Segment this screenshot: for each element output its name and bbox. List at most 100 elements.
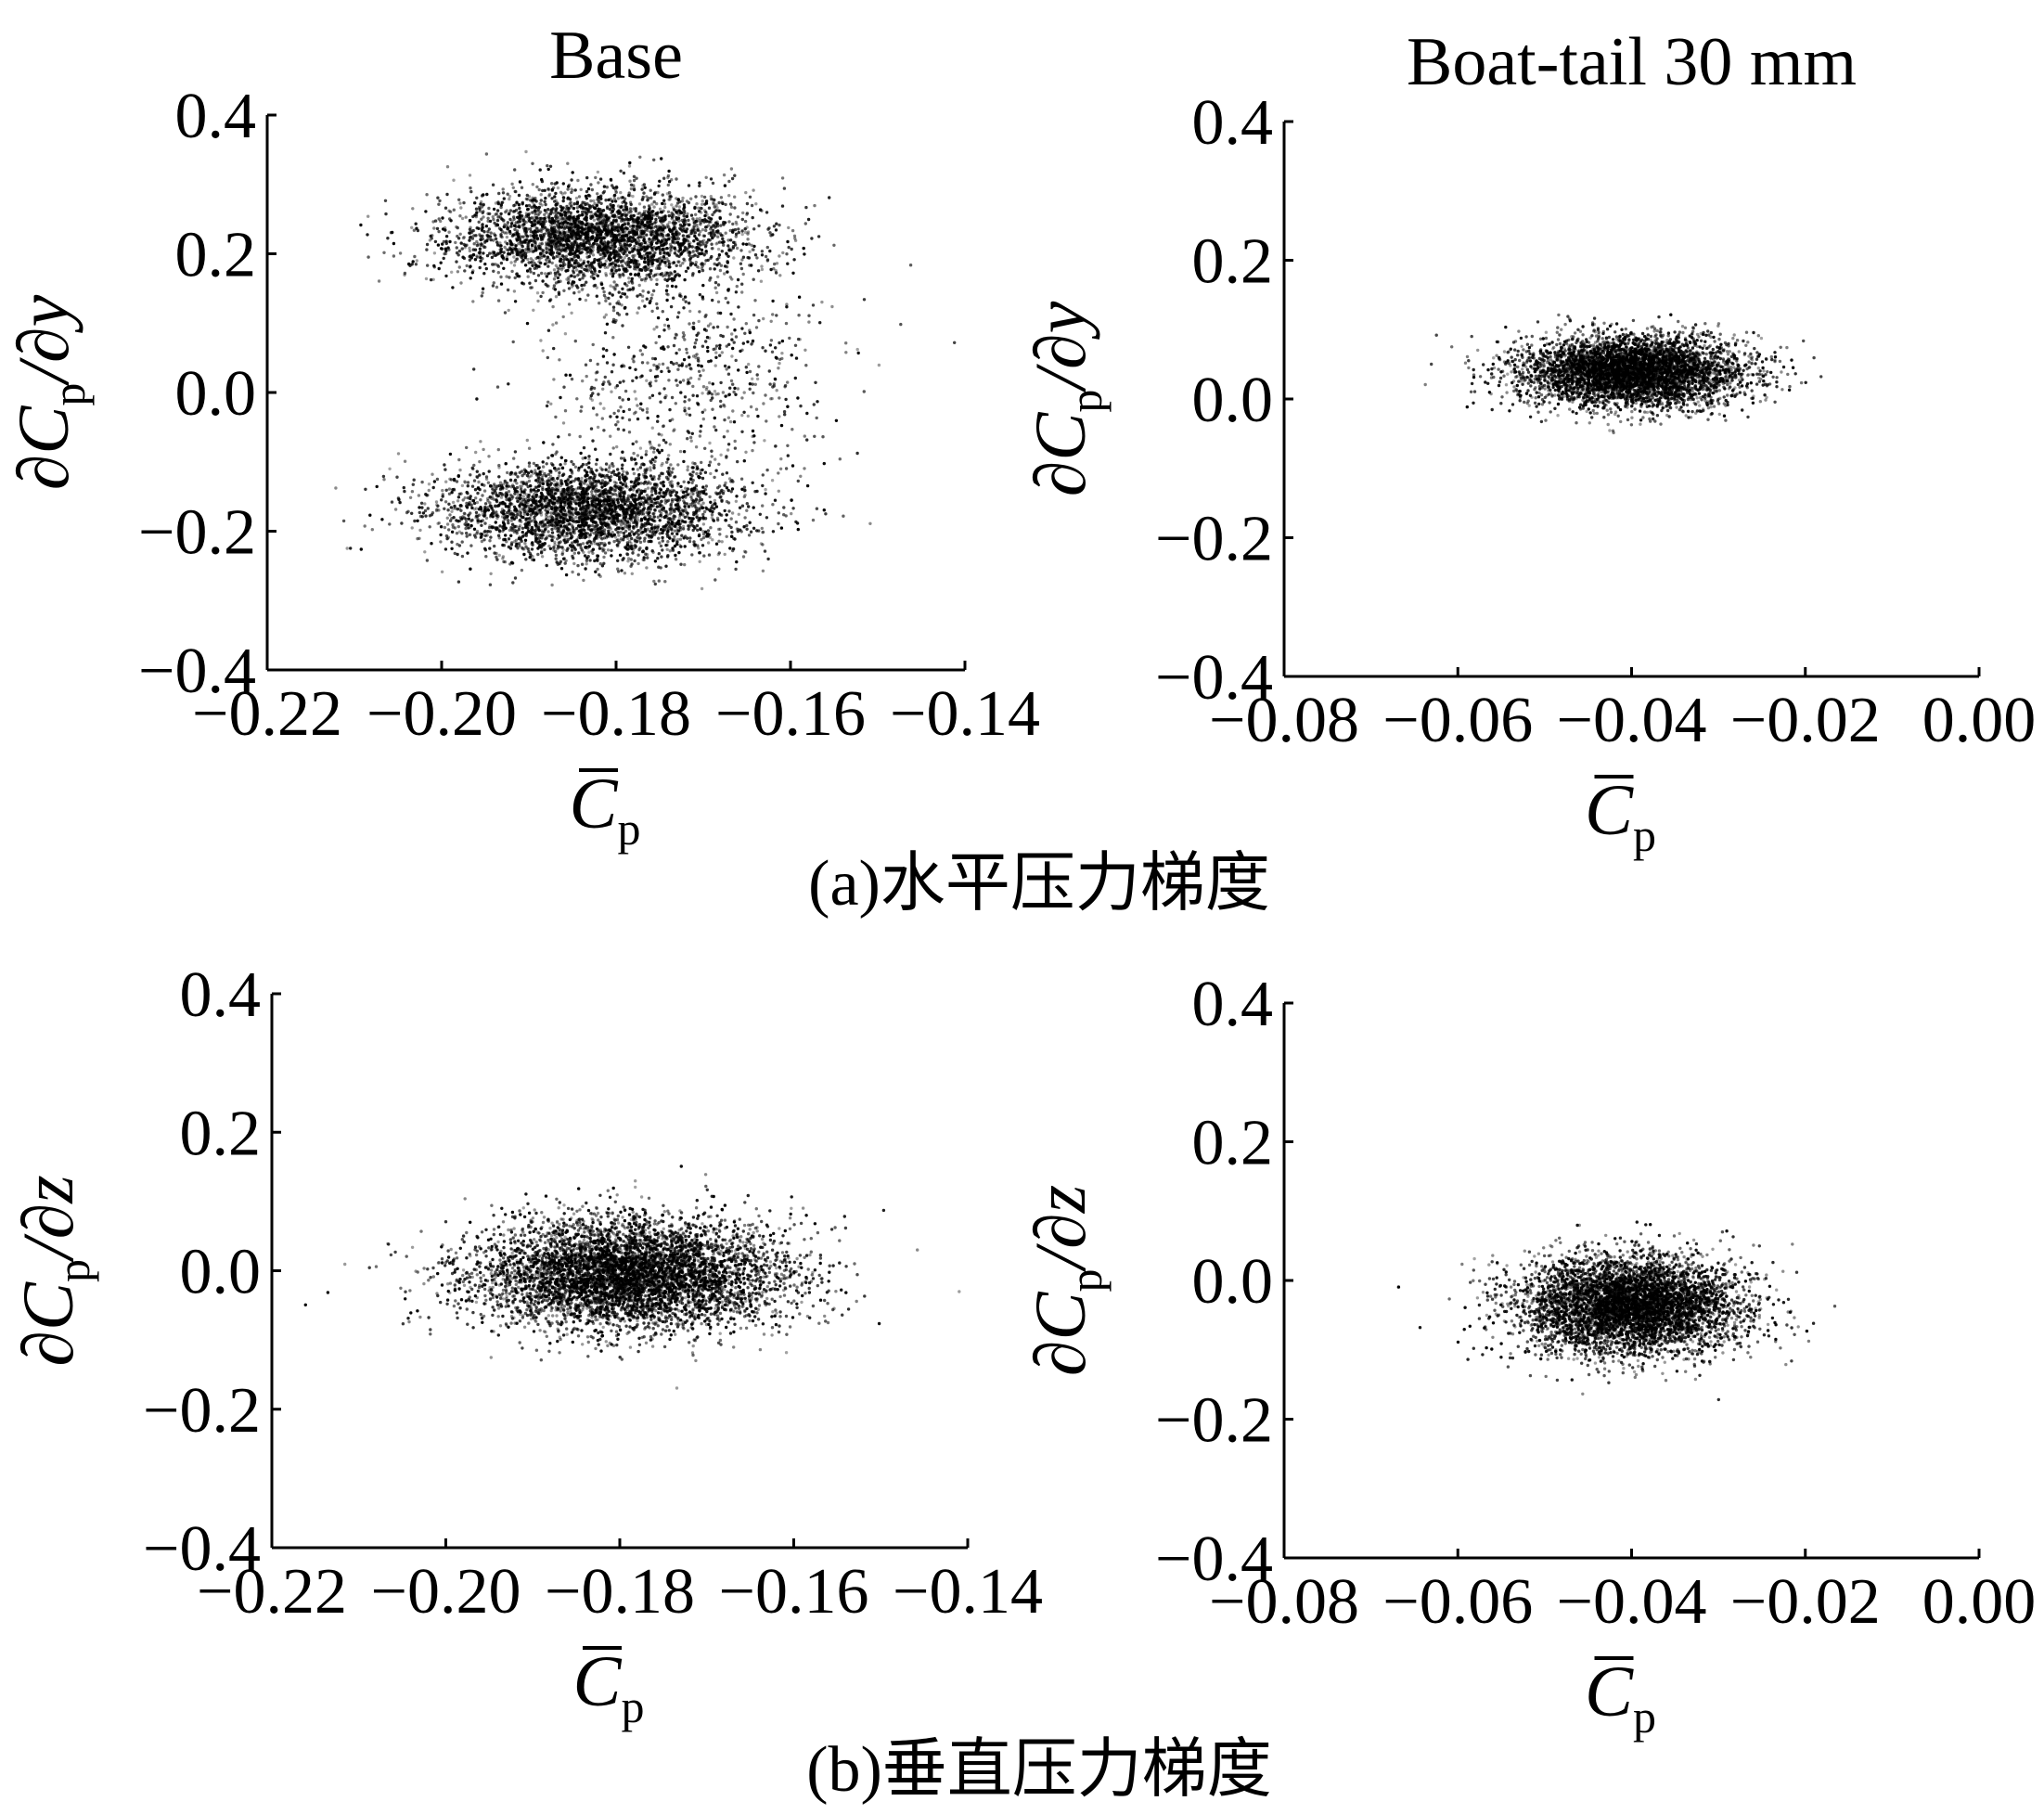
- scatter-point: [635, 176, 638, 180]
- scatter-point: [455, 246, 458, 250]
- scatter-point: [566, 161, 570, 165]
- scatter-point: [598, 177, 603, 181]
- scatter-point: [489, 231, 493, 235]
- scatter-point: [457, 265, 461, 269]
- scatter-point: [630, 572, 634, 575]
- scatter-point: [748, 250, 752, 253]
- scatter-point: [583, 283, 586, 287]
- scatter-point: [610, 268, 614, 272]
- scatter-point: [542, 216, 546, 221]
- scatter-point: [614, 269, 618, 273]
- scatter-point: [515, 231, 519, 235]
- scatter-point: [688, 536, 692, 540]
- scatter-point: [508, 194, 512, 199]
- scatter-point: [534, 215, 538, 220]
- scatter-point: [735, 222, 739, 226]
- scatter-point: [741, 211, 745, 215]
- scatter-point: [608, 302, 612, 306]
- scatter-point: [649, 272, 652, 276]
- scatter-point: [595, 469, 598, 472]
- scatter-point: [495, 209, 500, 212]
- scatter-point: [532, 461, 536, 466]
- scatter-point: [482, 203, 485, 207]
- scatter-point: [582, 273, 585, 277]
- scatter-point: [529, 270, 533, 274]
- scatter-point: [541, 251, 545, 255]
- scatter-point: [521, 495, 525, 498]
- scatter-point: [758, 208, 763, 212]
- scatter-point: [649, 296, 653, 301]
- scatter-point: [549, 511, 553, 515]
- scatter-point: [745, 212, 750, 215]
- scatter-point: [428, 514, 432, 518]
- scatter-point: [364, 487, 367, 491]
- scatter-point: [682, 249, 687, 252]
- scatter-point: [540, 179, 545, 184]
- scatter-point: [682, 257, 686, 261]
- scatter-point: [495, 218, 500, 223]
- scatter-point: [544, 202, 547, 207]
- scatter-point: [488, 583, 493, 586]
- scatter-point: [478, 247, 482, 251]
- scatter-point: [787, 225, 791, 230]
- scatter-point: [657, 245, 661, 250]
- scatter-point: [511, 522, 515, 526]
- scatter-point: [658, 225, 662, 228]
- scatter-point: [570, 264, 573, 267]
- scatter-point: [533, 278, 538, 283]
- scatter-point: [612, 256, 617, 260]
- scatter-point: [611, 238, 614, 242]
- scatter-point: [517, 203, 521, 207]
- scatter-point: [636, 272, 641, 276]
- scatter-point: [482, 215, 485, 219]
- scatter-point: [457, 249, 462, 253]
- scatter-point: [572, 291, 576, 295]
- scatter-point: [487, 227, 491, 231]
- scatter-point: [640, 299, 645, 302]
- scatter-point: [675, 204, 678, 208]
- scatter-point: [660, 228, 664, 232]
- scatter-point: [782, 187, 787, 190]
- scatter-point: [720, 540, 724, 544]
- scatter-point: [441, 216, 444, 220]
- scatter-point: [512, 289, 517, 293]
- scatter-point: [649, 268, 653, 273]
- scatter-point: [556, 215, 560, 219]
- scatter-point: [366, 233, 369, 237]
- scatter-point: [556, 201, 559, 205]
- scatter-point: [778, 223, 781, 227]
- scatter-point: [587, 194, 591, 198]
- scatter-point: [516, 475, 520, 479]
- scatter-point: [471, 248, 475, 251]
- scatter-point: [752, 227, 756, 231]
- scatter-point: [439, 525, 444, 529]
- scatter-point: [700, 206, 703, 211]
- scatter-point: [730, 277, 734, 281]
- scatter-point: [700, 248, 704, 252]
- scatter-point: [643, 225, 648, 229]
- scatter-point: [543, 212, 546, 217]
- scatter-point: [650, 216, 654, 221]
- scatter-point: [460, 540, 464, 544]
- scatter-point: [572, 231, 575, 235]
- scatter-point: [643, 217, 647, 221]
- scatter-point: [475, 255, 480, 259]
- scatter-point: [533, 223, 537, 226]
- scatter-point: [739, 262, 743, 265]
- scatter-point: [667, 220, 672, 225]
- scatter-point: [575, 237, 580, 240]
- scatter-point: [588, 206, 592, 210]
- scatter-point: [578, 297, 582, 302]
- scatter-point: [474, 450, 478, 455]
- scatter-point: [437, 202, 441, 206]
- scatter-point: [729, 205, 734, 209]
- scatter-point: [520, 253, 523, 257]
- scatter-point: [562, 230, 566, 235]
- scatter-point: [699, 230, 702, 234]
- scatter-point: [755, 256, 759, 260]
- scatter-point: [663, 498, 667, 502]
- scatter-point: [414, 222, 418, 225]
- scatter-point: [616, 500, 620, 505]
- scatter-point: [619, 190, 623, 195]
- scatter-point: [573, 547, 577, 551]
